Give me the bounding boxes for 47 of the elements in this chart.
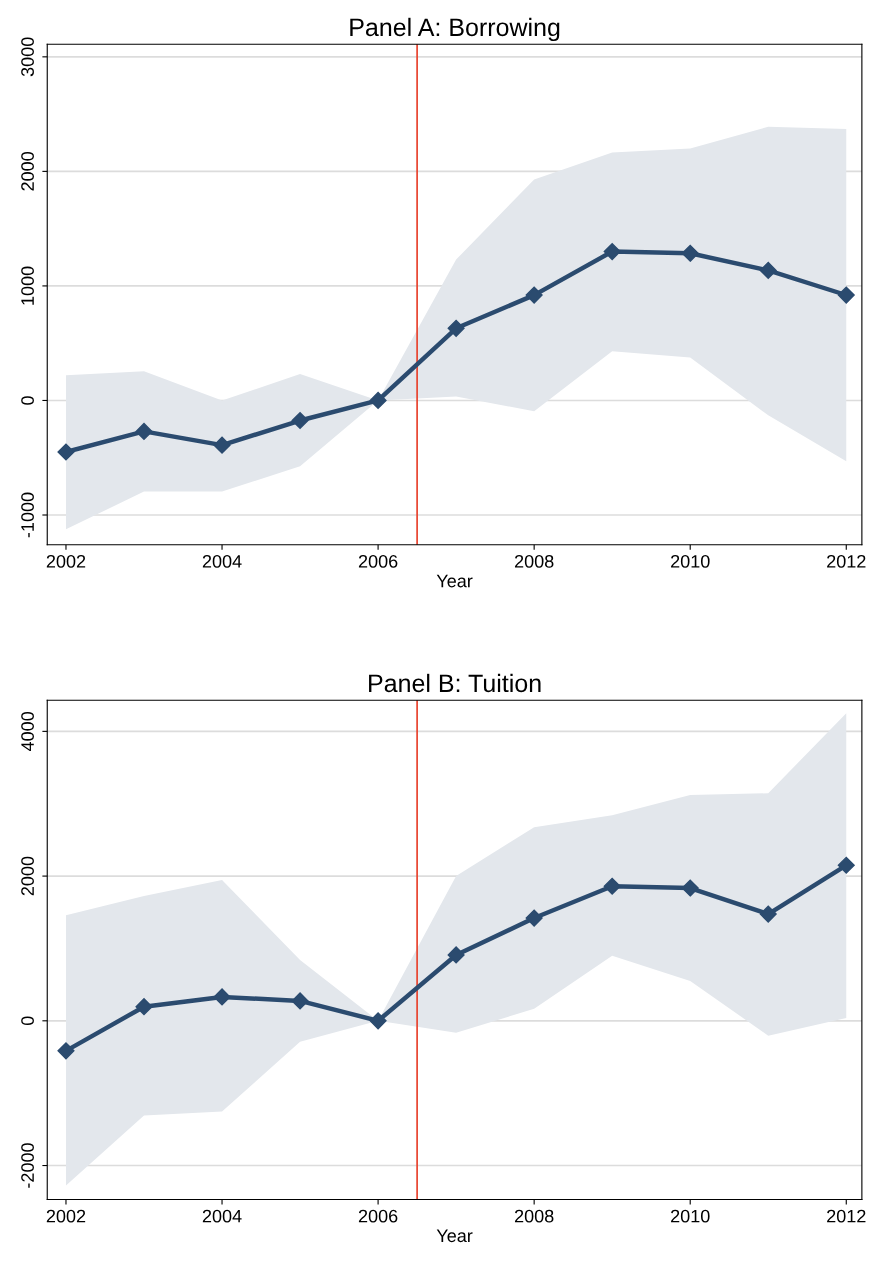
point [291,411,309,430]
point [603,243,621,261]
point [603,877,621,895]
point [525,909,543,927]
point [447,946,465,964]
x-tick-label: 2006 [358,554,398,568]
x-tick-label: 2002 [46,1209,86,1223]
point [837,286,855,304]
point [57,1042,75,1060]
y-tick-label: 0 [21,396,34,405]
x-tick-label: 2010 [671,554,710,568]
y-tick-label: 2000 [21,152,34,191]
point [681,879,699,897]
x-tick-label: 2004 [202,554,242,568]
y-tick-label: 4000 [21,711,34,752]
chart-title: Panel B: Tuition [369,673,541,693]
x-axis-title: Year [436,1229,473,1243]
point [135,998,153,1016]
point [525,286,543,304]
x-axis-title: Year [436,574,473,588]
point [369,391,387,410]
x-tick-label: 2012 [827,1209,866,1223]
point [369,1012,387,1030]
x-tick-label: 2006 [358,1209,398,1223]
point [759,905,777,923]
x-tick-label: 2010 [671,1209,710,1223]
x-tick-label: 2002 [46,554,86,568]
point [759,261,777,280]
point [135,422,153,440]
point [213,988,231,1006]
point [681,244,699,262]
y-tick-label: -1000 [21,492,34,538]
x-tick-label: 2004 [202,1209,242,1223]
point [291,992,309,1010]
y-tick-label: 2000 [21,856,34,896]
y-tick-label: 1000 [21,266,34,305]
point [57,443,75,461]
x-tick-label: 2012 [827,554,866,568]
y-tick-label: -2000 [21,1143,34,1188]
x-tick-label: 2008 [514,1209,554,1223]
y-tick-label: 0 [21,1016,34,1026]
point [837,856,855,874]
point [447,319,465,337]
chart-title: Panel A: Borrowing [350,17,560,42]
point [213,436,231,454]
x-tick-label: 2008 [514,554,554,568]
y-tick-label: 3000 [21,37,34,77]
